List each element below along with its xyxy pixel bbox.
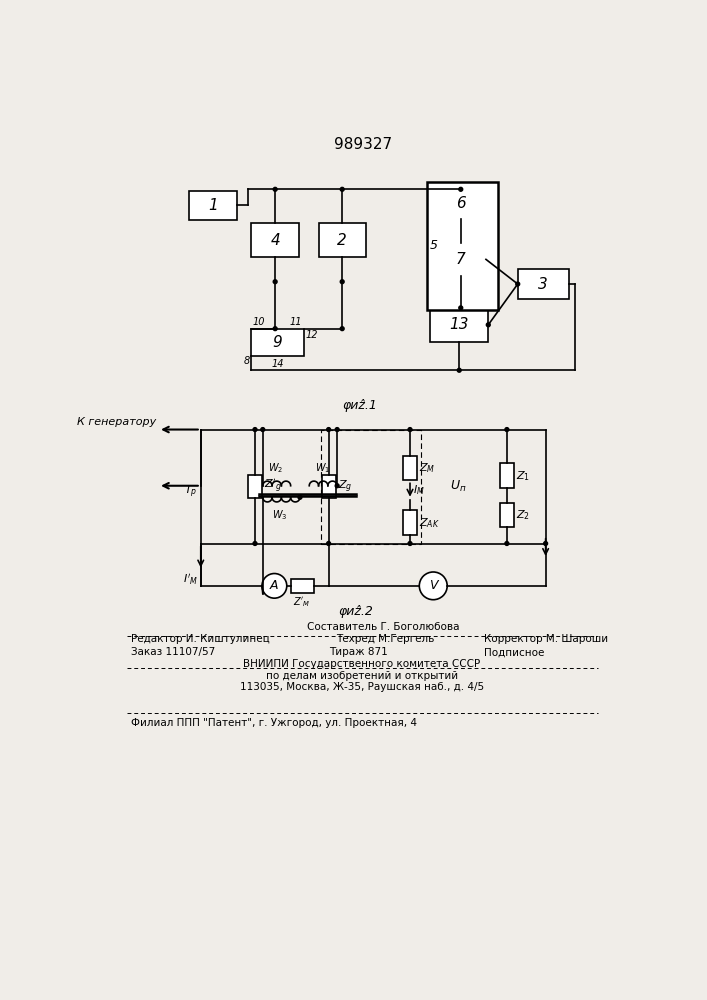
Text: $W_2$: $W_2$ xyxy=(269,461,284,475)
Text: Филиал ППП "Патент", г. Ужгород, ул. Проектная, 4: Филиал ППП "Патент", г. Ужгород, ул. Про… xyxy=(131,718,417,728)
Circle shape xyxy=(459,187,462,191)
Text: Тираж 871: Тираж 871 xyxy=(329,647,387,657)
Bar xyxy=(322,475,336,498)
Text: $W_1$: $W_1$ xyxy=(315,461,330,475)
Circle shape xyxy=(273,187,277,191)
Circle shape xyxy=(340,280,344,284)
Text: $Z_g$: $Z_g$ xyxy=(338,478,352,495)
Text: 1: 1 xyxy=(209,198,218,213)
Text: 2: 2 xyxy=(337,233,347,248)
Text: 113035, Москва, Ж-35, Раушская наб., д. 4/5: 113035, Москва, Ж-35, Раушская наб., д. … xyxy=(240,682,484,692)
Circle shape xyxy=(505,428,509,431)
Text: $Z_{AK}$: $Z_{AK}$ xyxy=(419,516,440,530)
Bar xyxy=(251,223,299,257)
Text: по делам изобретений и открытий: по делам изобретений и открытий xyxy=(266,671,458,681)
Text: 14: 14 xyxy=(271,359,284,369)
Text: $Z'_g$: $Z'_g$ xyxy=(264,478,282,495)
Bar xyxy=(436,189,486,219)
Text: $Z_2$: $Z_2$ xyxy=(516,508,530,522)
Circle shape xyxy=(335,484,339,488)
Text: V: V xyxy=(429,579,438,592)
Text: 989327: 989327 xyxy=(334,137,392,152)
Text: 11: 11 xyxy=(290,317,303,327)
Circle shape xyxy=(459,306,462,310)
Text: 6: 6 xyxy=(456,196,466,211)
Circle shape xyxy=(544,542,547,545)
Circle shape xyxy=(327,428,331,431)
Circle shape xyxy=(253,542,257,545)
Text: $I_M$: $I_M$ xyxy=(413,483,425,497)
Circle shape xyxy=(408,542,412,545)
Circle shape xyxy=(262,574,287,598)
Text: 13: 13 xyxy=(450,317,469,332)
Text: 7: 7 xyxy=(456,252,466,267)
Bar xyxy=(319,223,366,257)
Circle shape xyxy=(273,280,277,284)
Text: $T_р$: $T_р$ xyxy=(184,483,197,500)
Circle shape xyxy=(486,323,490,327)
Circle shape xyxy=(273,327,277,331)
Text: Составитель Г. Боголюбова: Составитель Г. Боголюбова xyxy=(307,622,459,632)
Text: 4: 4 xyxy=(270,233,280,248)
Text: 9: 9 xyxy=(273,335,282,350)
Circle shape xyxy=(516,282,520,286)
Text: 8: 8 xyxy=(243,356,250,366)
Text: $Z'_M$: $Z'_M$ xyxy=(293,595,311,609)
Bar xyxy=(518,269,569,299)
Bar xyxy=(500,503,514,527)
Text: ВНИИПИ Государственного комитета СССР: ВНИИПИ Государственного комитета СССР xyxy=(243,659,481,669)
Circle shape xyxy=(408,428,412,431)
Text: Заказ 11107/57: Заказ 11107/57 xyxy=(131,647,215,657)
Circle shape xyxy=(335,428,339,431)
Bar xyxy=(189,191,237,220)
Bar xyxy=(291,579,314,593)
Bar xyxy=(403,510,417,535)
Text: 5: 5 xyxy=(430,239,438,252)
Circle shape xyxy=(419,572,448,600)
Text: A: A xyxy=(270,579,279,592)
Circle shape xyxy=(327,542,331,545)
Text: Корректор М. Шароши: Корректор М. Шароши xyxy=(484,634,608,644)
Bar xyxy=(500,463,514,488)
Bar xyxy=(427,182,498,310)
Text: $Z_M$: $Z_M$ xyxy=(419,461,436,475)
Bar xyxy=(403,456,417,480)
Text: φиẑ.2: φиẑ.2 xyxy=(339,605,373,618)
Circle shape xyxy=(505,542,509,545)
Bar xyxy=(430,308,489,342)
Circle shape xyxy=(457,368,461,372)
Text: $I'_M$: $I'_M$ xyxy=(182,572,198,587)
Text: φиẑ.1: φиẑ.1 xyxy=(342,399,377,412)
Text: $Z_1$: $Z_1$ xyxy=(516,469,530,483)
Text: Техред М.Гергель: Техред М.Гергель xyxy=(337,634,435,644)
Text: 12: 12 xyxy=(305,330,318,340)
Circle shape xyxy=(340,187,344,191)
Text: Подписное: Подписное xyxy=(484,647,544,657)
Text: 10: 10 xyxy=(252,317,265,327)
Circle shape xyxy=(261,428,264,431)
Circle shape xyxy=(298,495,302,499)
Circle shape xyxy=(253,428,257,431)
Circle shape xyxy=(340,327,344,331)
Bar xyxy=(436,243,486,276)
Text: $U_п$: $U_п$ xyxy=(450,479,467,494)
Bar xyxy=(251,329,304,356)
Bar xyxy=(248,475,262,498)
Text: 3: 3 xyxy=(539,277,548,292)
Text: Редактор И. Киштулинец: Редактор И. Киштулинец xyxy=(131,634,270,644)
Text: К генератору: К генератору xyxy=(76,417,156,427)
Text: $W_3$: $W_3$ xyxy=(272,508,288,522)
